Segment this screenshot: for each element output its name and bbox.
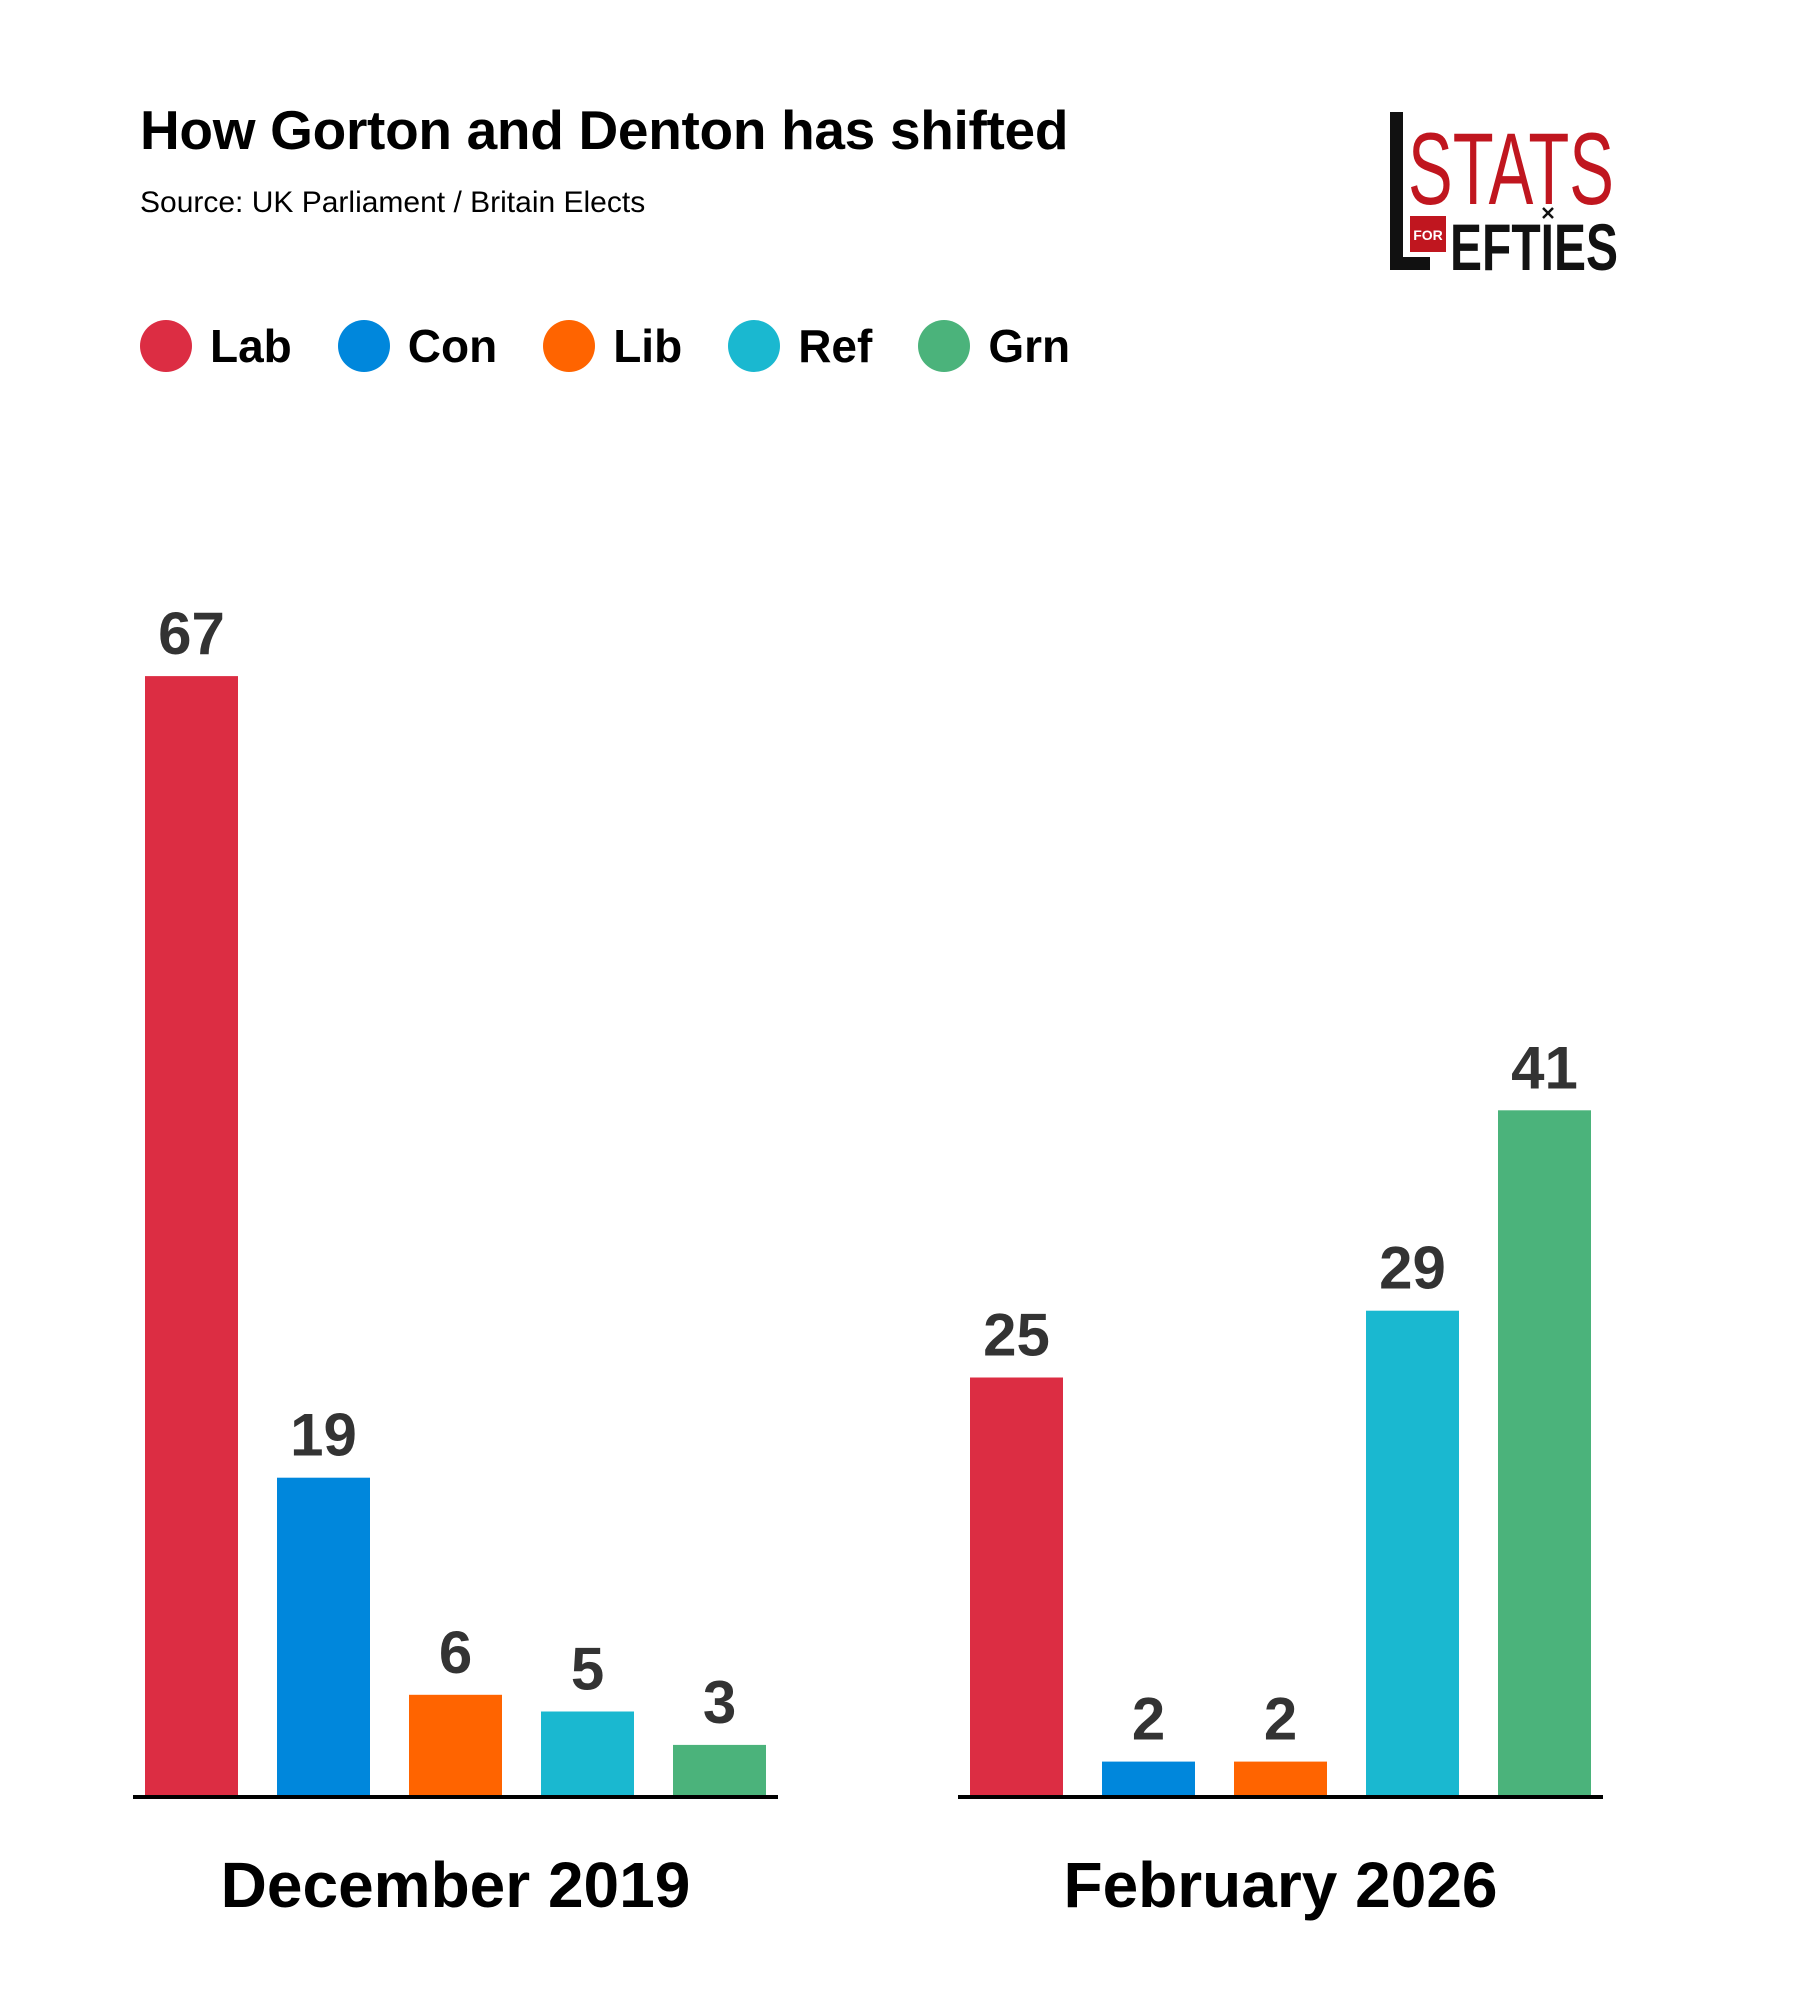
legend-item-lab: Lab <box>140 319 292 373</box>
value-label: 6 <box>439 1619 472 1686</box>
logo-stats-text: STATS <box>1408 112 1614 226</box>
legend-label: Con <box>407 320 498 372</box>
bar-grn-feb-2026 <box>1498 1110 1591 1795</box>
legend: Lab Con Lib Ref Grn <box>140 318 1116 374</box>
category-label: February 2026 <box>1063 1849 1497 1921</box>
bar-con-dec-2019 <box>277 1477 370 1795</box>
chart-source: Source: UK Parliament / Britain Elects <box>140 186 646 219</box>
bar-ref-dec-2019 <box>541 1711 634 1795</box>
value-label: 67 <box>158 600 225 667</box>
chart-title: How Gorton and Denton has shifted <box>140 99 1069 161</box>
legend-label: Lib <box>613 320 683 372</box>
bar-lib-dec-2019 <box>409 1694 502 1795</box>
bar-lab-dec-2019 <box>145 676 238 1795</box>
legend-item-lib: Lib <box>543 319 682 373</box>
value-label: 29 <box>1379 1235 1446 1302</box>
legend-label: Lab <box>210 320 292 372</box>
ballot-cross-icon <box>1542 207 1554 219</box>
value-label: 5 <box>571 1636 604 1703</box>
bar-grn-dec-2019 <box>673 1744 766 1795</box>
value-label: 41 <box>1511 1034 1578 1101</box>
value-label: 2 <box>1132 1686 1165 1753</box>
legend-swatch <box>337 320 390 372</box>
value-label: 3 <box>703 1669 736 1736</box>
legend-swatch <box>728 320 781 372</box>
legend-label: Grn <box>988 320 1071 372</box>
value-label: 25 <box>983 1302 1050 1369</box>
stats-for-lefties-logo: STATS FOR EFTIES <box>1390 112 1618 277</box>
bar-ref-feb-2026 <box>1366 1310 1459 1795</box>
legend-label: Ref <box>798 320 873 372</box>
value-label: 19 <box>290 1402 357 1469</box>
value-label: 2 <box>1264 1686 1297 1753</box>
logo-efties-text: EFTIES <box>1450 210 1618 277</box>
category-label: December 2019 <box>221 1849 691 1921</box>
logo-for-text: FOR <box>1413 227 1443 243</box>
legend-item-grn: Grn <box>918 319 1070 373</box>
bar-lab-feb-2026 <box>970 1377 1063 1795</box>
legend-swatch <box>918 320 971 372</box>
legend-swatch <box>543 320 596 372</box>
legend-item-con: Con <box>337 319 498 373</box>
bar-lib-feb-2026 <box>1234 1761 1327 1795</box>
legend-item-ref: Ref <box>728 319 872 373</box>
legend-swatch <box>140 320 192 372</box>
bar-con-feb-2026 <box>1102 1761 1195 1795</box>
